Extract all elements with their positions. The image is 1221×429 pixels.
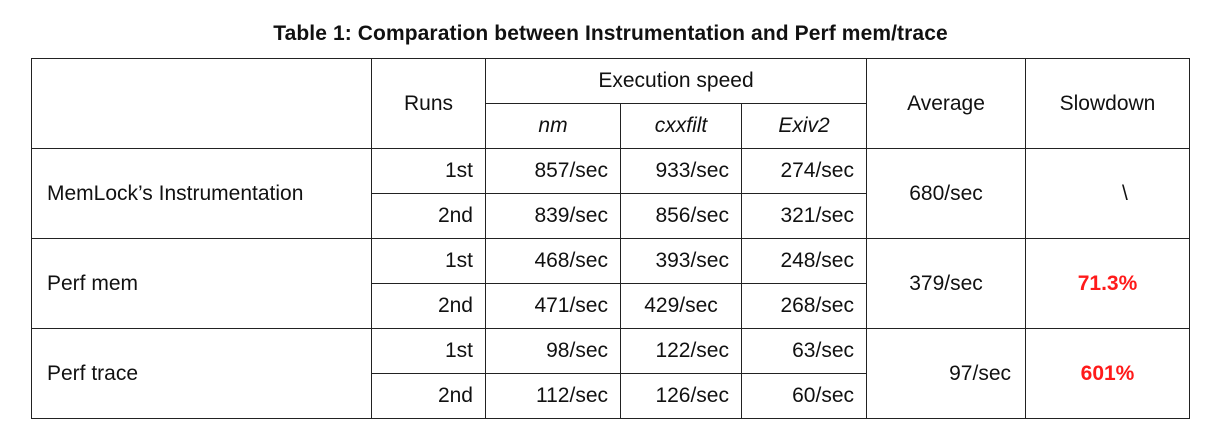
speed-cell: 429/sec [620,283,742,329]
method-label: Perf trace [31,328,372,419]
header-empty-cell [31,58,372,149]
method-label: MemLock’s Instrumentation [31,148,372,239]
header-average: Average [866,58,1026,149]
speed-cell: 268/sec [741,283,867,329]
run-label: 1st [371,238,486,284]
table-row: Perf mem 1st 468/sec 393/sec 248/sec 379… [31,238,1190,329]
average-cell: 379/sec [866,238,1026,329]
speed-cell: 112/sec [485,373,621,419]
header-program-exiv2: Exiv2 [741,103,867,149]
speed-cell: 856/sec [620,193,742,239]
header-execution-speed: Execution speed [485,58,867,104]
header-program-nm: nm [485,103,621,149]
table-caption: Table 1: Comparation between Instrumenta… [273,22,948,45]
speed-cell: 122/sec [620,328,742,374]
speed-cell: 321/sec [741,193,867,239]
run-label: 2nd [371,283,486,329]
speed-cell: 63/sec [741,328,867,374]
slowdown-cell: \ [1025,148,1190,239]
run-label: 1st [371,328,486,374]
speed-cell: 98/sec [485,328,621,374]
method-label: Perf mem [31,238,372,329]
comparison-table: Runs Execution speed Average Slowdown nm… [31,58,1190,419]
slowdown-cell: 71.3% [1025,238,1190,329]
run-label: 1st [371,148,486,194]
speed-cell: 274/sec [741,148,867,194]
subheader-row: nm cxxfilt Exiv2 [32,103,1190,149]
speed-cell: 393/sec [620,238,742,284]
speed-cell: 60/sec [741,373,867,419]
header-runs: Runs [371,58,486,149]
speed-cell: 857/sec [485,148,621,194]
table-row: 2nd 839/sec 856/sec 321/sec [32,193,1190,239]
table-row: 2nd 471/sec 429/sec 268/sec [32,283,1190,329]
table-row: Perf trace 1st 98/sec 122/sec 63/sec 97/… [31,328,1190,419]
speed-cell: 248/sec [741,238,867,284]
average-cell: 680/sec [866,148,1026,239]
header-row: Runs Execution speed Average Slowdown [31,58,1190,149]
speed-cell: 839/sec [485,193,621,239]
table-row: 2nd 112/sec 126/sec 60/sec [32,373,1190,419]
run-label: 2nd [371,193,486,239]
speed-cell: 471/sec [485,283,621,329]
table-row: MemLock’s Instrumentation 1st 857/sec 93… [31,148,1190,239]
run-label: 2nd [371,373,486,419]
speed-cell: 933/sec [620,148,742,194]
header-program-cxxfilt: cxxfilt [620,103,742,149]
speed-cell: 126/sec [620,373,742,419]
slowdown-cell: 601% [1025,328,1190,419]
header-slowdown: Slowdown [1025,58,1190,149]
speed-cell: 468/sec [485,238,621,284]
average-cell: 97/sec [866,328,1026,419]
